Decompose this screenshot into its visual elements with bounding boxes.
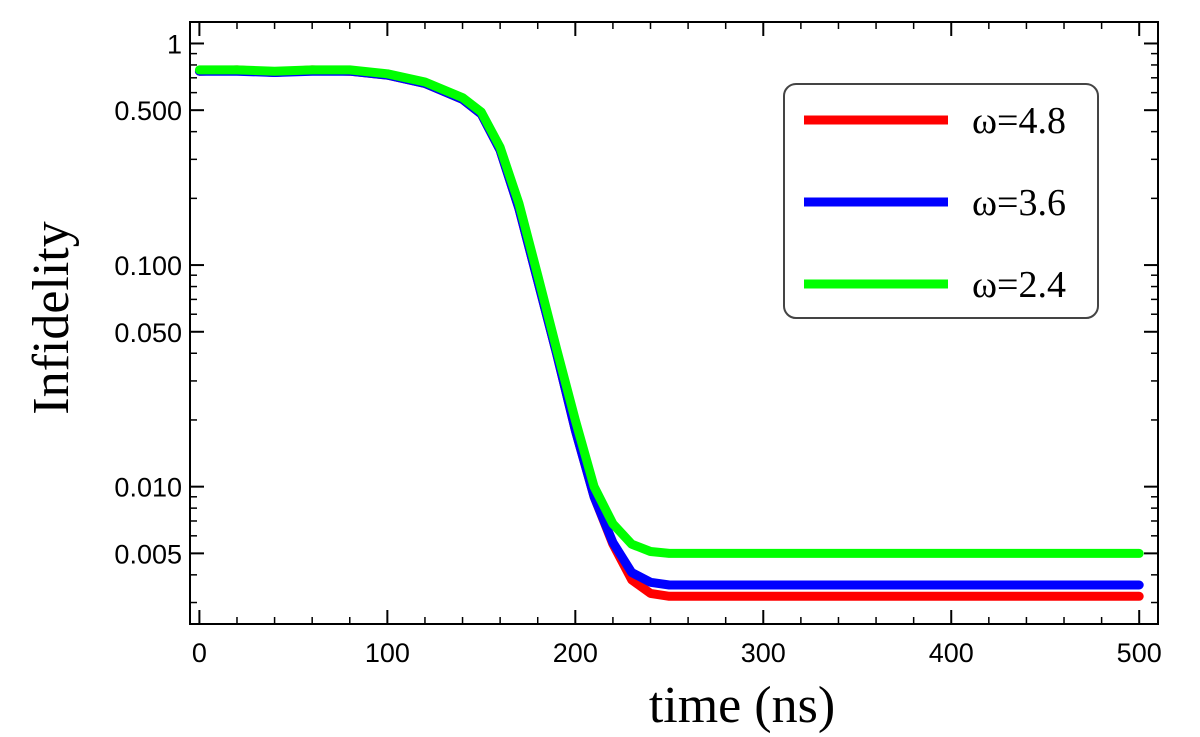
y-tick-label: 0.050 (114, 318, 182, 348)
legend: ω=4.8 ω=3.6 ω=2.4 (783, 83, 1099, 319)
y-tick-label: 0.500 (114, 96, 182, 126)
x-axis: 0 100 200 300 400 500 (192, 22, 1162, 668)
y-axis-title: Infidelity (23, 221, 80, 415)
legend-items: ω=4.8 ω=3.6 ω=2.4 (804, 100, 1066, 306)
series-line-3 (194, 65, 1144, 558)
x-tick-label: 200 (553, 638, 598, 668)
series-layer (194, 65, 1144, 601)
x-tick-label: 500 (1117, 638, 1162, 668)
y-tick-label: 1 (167, 29, 182, 59)
legend-label-3: ω=2.4 (972, 264, 1066, 306)
legend-label-2: ω=3.6 (972, 182, 1066, 224)
x-tick-label: 400 (929, 638, 974, 668)
x-axis-title: time (ns) (649, 677, 835, 734)
y-tick-label: 0.005 (114, 539, 182, 569)
x-tick-label: 0 (192, 638, 207, 668)
y-tick-label: 0.100 (114, 251, 182, 281)
x-tick-label: 100 (365, 638, 410, 668)
legend-label-1: ω=4.8 (972, 100, 1066, 142)
y-axis: 1 0.500 0.100 0.050 0.010 0.005 (114, 29, 1158, 604)
y-tick-label: 0.010 (114, 473, 182, 503)
x-tick-label: 300 (741, 638, 786, 668)
